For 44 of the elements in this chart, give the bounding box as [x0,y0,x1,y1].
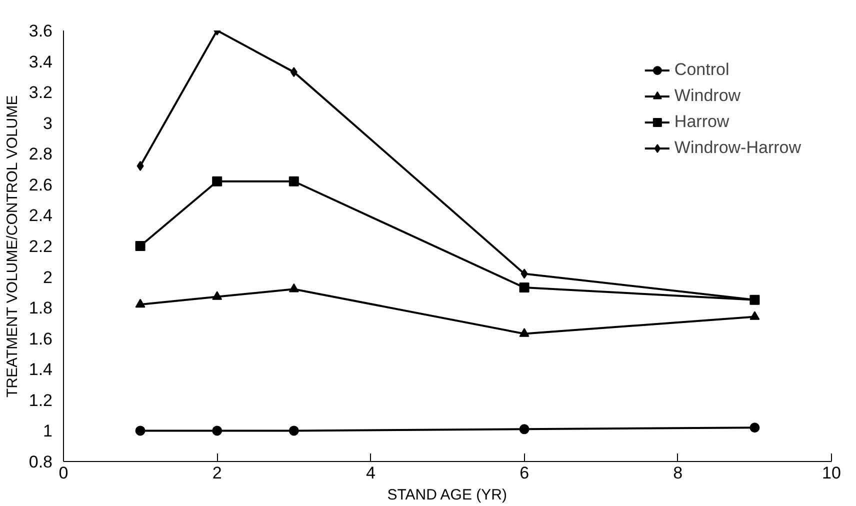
point [288,176,299,186]
point [520,268,528,279]
x-tick-label: 2 [212,464,222,482]
point [519,282,530,293]
x-tick-label: 4 [366,464,376,482]
x-tick-label: 10 [822,464,841,482]
y-tick-label: 1.4 [28,360,53,380]
legend-label: Control [674,60,730,80]
y-tick-label: 3.6 [28,22,53,40]
point [519,424,530,434]
y-tick-label: 2 [43,268,53,287]
y-tick-label: 2.2 [28,237,53,256]
legend-label: Windrow [674,86,741,106]
point [290,67,298,78]
point [288,426,299,436]
point [135,298,146,308]
y-tick-label: 3.4 [28,52,53,72]
y-tick-label: 1.6 [28,329,53,348]
y-axis-title: TREATMENT VOLUME/CONTROL VOLUME [4,95,21,398]
point [212,176,222,186]
point [750,311,760,320]
point [750,422,760,433]
x-axis-title: STAND AGE (YR) [387,486,507,504]
legend-label: Harrow [674,112,730,132]
legend-label: Windrow-Harrow [674,138,801,158]
point [212,291,222,300]
point [135,426,146,436]
y-tick-label: 0.8 [28,452,53,472]
x-tick-label: 6 [520,464,530,482]
point [135,241,146,251]
y-tick-label: 1.8 [28,298,53,318]
point [288,283,299,292]
point [212,426,222,436]
y-tick-label: 1.2 [28,390,53,410]
y-tick-label: 1 [43,422,53,441]
y-tick-label: 3.2 [28,83,53,102]
point [136,160,144,171]
y-tick-label: 2.6 [28,175,53,194]
y-tick-label: 3 [43,114,53,133]
x-tick-label: 0 [58,464,68,482]
y-tick-label: 2.8 [28,144,53,164]
y-tick-label: 2.4 [28,206,53,226]
x-tick-label: 8 [673,464,683,482]
point [519,328,530,337]
